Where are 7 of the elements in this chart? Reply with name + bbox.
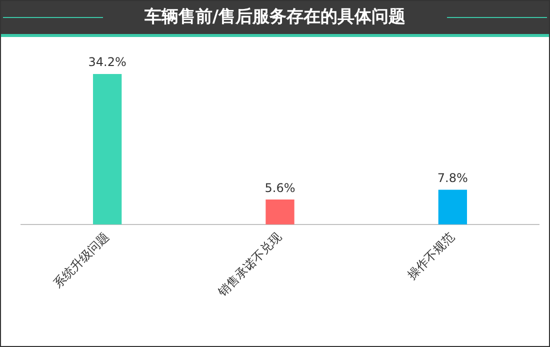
data-label: 5.6% — [264, 180, 296, 195]
x-tick-label: 操作不规范 — [404, 230, 457, 282]
chart-title: 车辆售前/售后服务存在的具体问题 — [143, 6, 407, 28]
data-label: 34.2% — [88, 55, 126, 70]
data-label: 7.8% — [437, 171, 468, 186]
x-tick-label: 系统升级问题 — [50, 230, 112, 291]
x-tick-label: 销售承诺不兑现 — [214, 230, 284, 300]
